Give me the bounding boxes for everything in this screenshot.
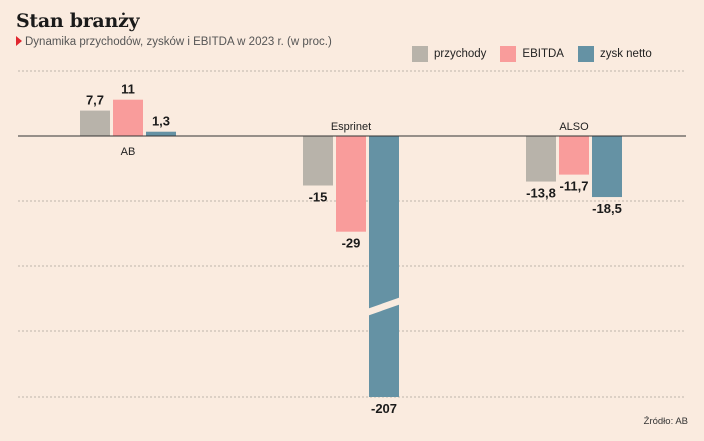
chart-subtitle-text: Dynamika przychodów, zysków i EBITDA w 2… xyxy=(25,36,332,48)
legend: przychody EBITDA zysk netto xyxy=(412,46,666,62)
data-label-also-ebitda: -11,7 xyxy=(560,179,589,194)
legend-swatch-ebitda xyxy=(500,46,517,62)
triangle-marker-icon xyxy=(16,36,22,46)
chart-title: Stan branży xyxy=(16,10,140,32)
legend-item-przychody: przychody xyxy=(412,46,486,62)
category-label-esprinet: Esprinet xyxy=(331,121,371,133)
bar-also-przychody xyxy=(526,136,556,182)
chart-subtitle: Dynamika przychodów, zysków i EBITDA w 2… xyxy=(16,36,332,48)
bar-ab-zysk-netto xyxy=(146,131,176,136)
source-note: Źródło: AB xyxy=(643,416,688,427)
data-label-esprinet-ebitda: -29 xyxy=(342,236,361,251)
data-label-ab-ebitda: 11 xyxy=(121,82,135,97)
bar-also-zysk-netto xyxy=(592,136,622,198)
bar-ab-przychody xyxy=(80,110,110,136)
legend-item-zysk-netto: zysk netto xyxy=(577,46,652,62)
legend-label-zysk-netto: zysk netto xyxy=(599,48,652,60)
category-label-also: ALSO xyxy=(559,121,589,133)
bar-esprinet-zysk-netto xyxy=(369,136,399,397)
legend-item-ebitda: EBITDA xyxy=(500,46,564,62)
category-label-ab: AB xyxy=(121,146,136,158)
bar-ab-ebitda xyxy=(113,99,143,136)
axis-break-marker xyxy=(367,297,401,316)
data-label-esprinet-przychody: -15 xyxy=(309,190,328,205)
legend-swatch-zysk-netto xyxy=(577,46,594,62)
bar-also-ebitda xyxy=(559,136,589,175)
data-label-also-przychody: -13,8 xyxy=(526,186,556,201)
legend-label-ebitda: EBITDA xyxy=(522,48,564,60)
bar-esprinet-ebitda xyxy=(336,136,366,232)
data-label-ab-przychody: 7,7 xyxy=(86,93,104,108)
data-label-also-zysk-netto: -18,5 xyxy=(592,201,622,216)
data-label-ab-zysk-netto: 1,3 xyxy=(152,114,170,129)
legend-label-przychody: przychody xyxy=(434,48,487,60)
bar-esprinet-przychody xyxy=(303,136,333,186)
legend-swatch-przychody xyxy=(412,46,428,62)
data-label-esprinet-zysk-netto: -207 xyxy=(371,401,397,416)
